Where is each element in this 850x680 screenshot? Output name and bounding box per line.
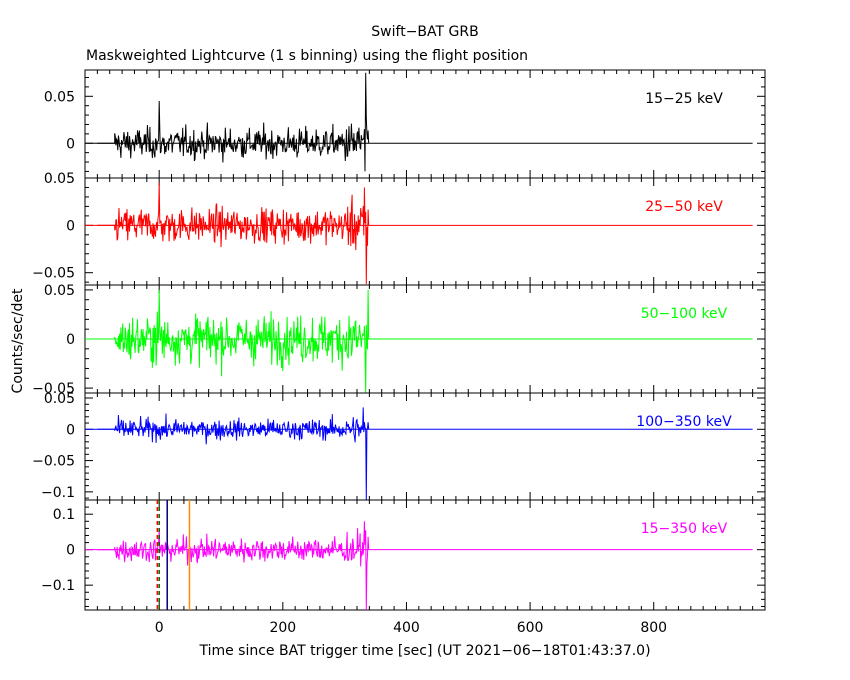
y-tick-label: −0.05 — [32, 381, 75, 397]
y-tick-label: 0.05 — [44, 283, 75, 299]
x-tick-label: 200 — [269, 620, 296, 636]
x-axis-label: Time since BAT trigger time [sec] (UT 20… — [198, 643, 650, 659]
y-tick-label: 0.05 — [44, 171, 75, 187]
y-tick-label: −0.05 — [32, 454, 75, 470]
panels-group: 0 0.05 15−25 keV −0.05 0 0.05 25−50 keV −0.05 0 0… — [32, 69, 766, 636]
x-tick-label: 600 — [517, 620, 544, 636]
series-line — [97, 289, 370, 394]
panel-label: 15−25 keV — [645, 91, 723, 107]
y-tick-label: 0.05 — [44, 89, 75, 105]
chart-subtitle: Maskweighted Lightcurve (1 s binning) us… — [86, 48, 528, 64]
panel-frame — [84, 69, 766, 179]
y-tick-label: 0 — [66, 332, 75, 348]
series-line — [97, 182, 370, 285]
x-tick-label: 400 — [393, 620, 420, 636]
y-tick-label: 0.1 — [53, 507, 75, 523]
y-tick-label: −0.1 — [41, 485, 75, 501]
panel-label: 50−100 keV — [641, 306, 728, 322]
panel-frame — [84, 499, 766, 611]
y-axis-label: Counts/sec/det — [10, 288, 26, 393]
x-tick-label: 0 — [155, 620, 164, 636]
y-tick-label: 0 — [66, 136, 75, 152]
y-tick-label: 0 — [66, 543, 75, 559]
x-tick-label: 800 — [640, 620, 667, 636]
panel-label: 15−350 keV — [641, 521, 728, 537]
series-line — [97, 72, 370, 172]
y-tick-label: −0.05 — [32, 266, 75, 282]
panel-label: 100−350 keV — [636, 414, 732, 430]
y-tick-label: 0.05 — [44, 391, 75, 407]
chart-title: Swift−BAT GRB — [371, 24, 478, 40]
panel-label: 25−50 keV — [645, 199, 723, 215]
y-tick-label: 0 — [66, 422, 75, 438]
y-tick-label: −0.1 — [41, 578, 75, 594]
y-tick-label: 0 — [66, 218, 75, 234]
series-line — [97, 407, 370, 501]
panel-frame — [84, 392, 766, 501]
series-line — [97, 521, 370, 611]
